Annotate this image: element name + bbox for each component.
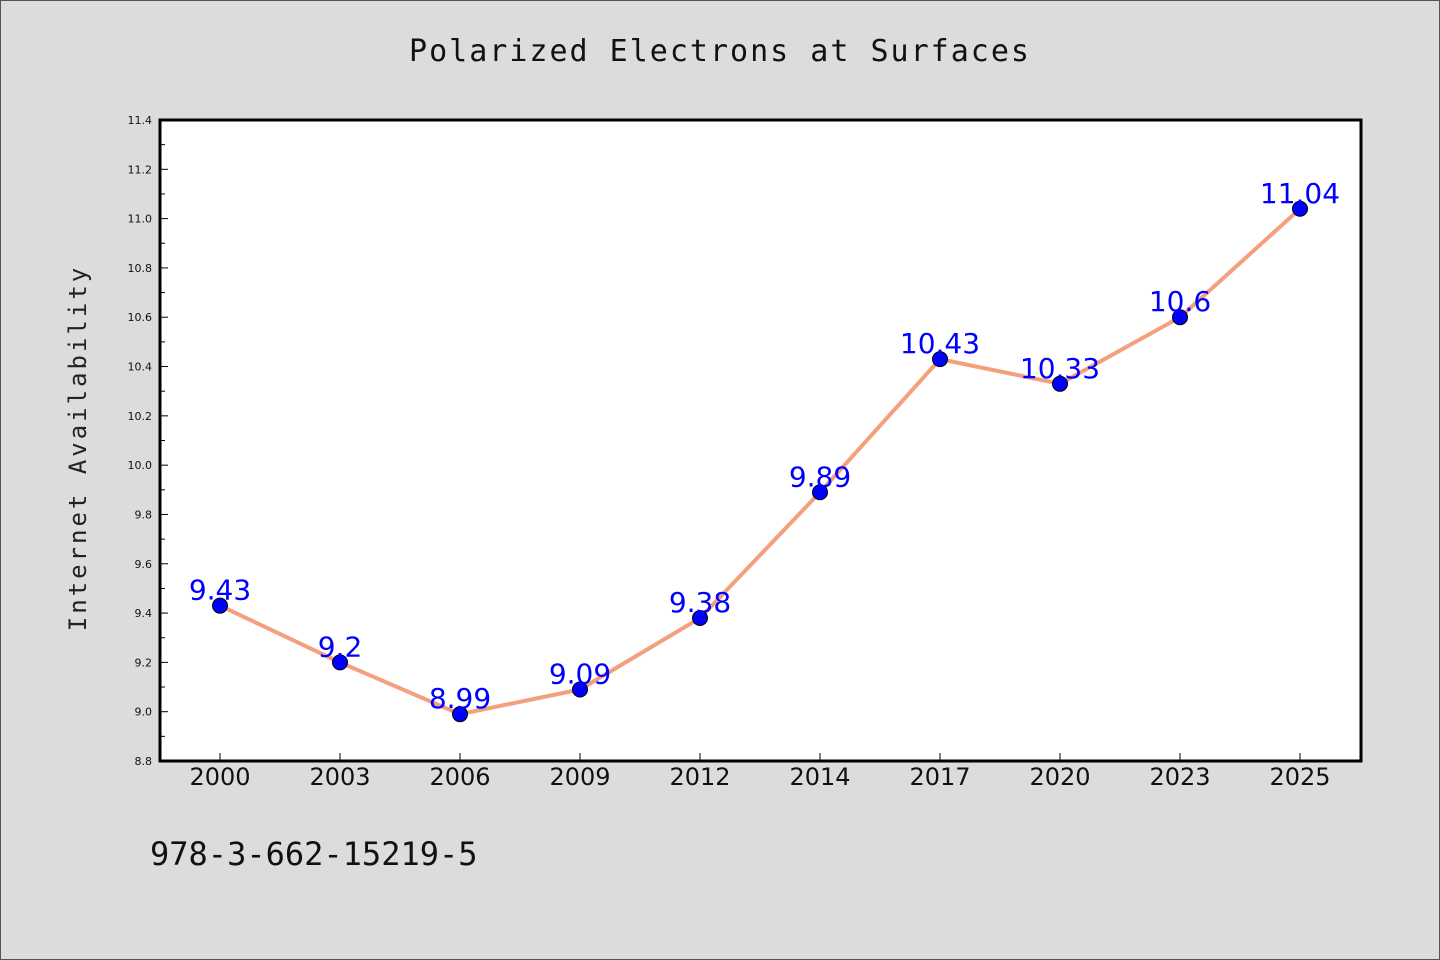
data-point [692,610,708,627]
data-label: 9.2 [318,630,363,663]
data-point [1292,200,1308,217]
data-point [812,484,828,501]
y-tick-label: 8.8 [135,755,153,768]
data-point [452,706,468,723]
x-tick-label: 2020 [1029,763,1090,791]
y-tick-label: 10.4 [128,361,153,374]
x-tick-label: 2000 [189,763,250,791]
data-label: 10.43 [900,327,980,360]
data-label: 9.38 [669,586,731,619]
data-point [1052,375,1068,392]
y-tick-label: 9.0 [135,706,153,719]
data-point [332,654,348,671]
data-label: 11.04 [1260,177,1340,210]
y-tick-label: 11.4 [128,114,153,127]
series-line [219,207,1302,717]
plot-area [158,118,1363,763]
y-tick-label: 10.8 [128,262,153,275]
data-label: 9.09 [549,658,611,691]
x-tick-label: 2003 [309,763,370,791]
y-tick-label: 10.6 [128,311,153,324]
x-tick-label: 2012 [669,763,730,791]
data-label: 10.33 [1020,352,1100,385]
y-tick-label: 11.2 [128,163,153,176]
data-label: 10.6 [1149,285,1211,318]
x-tick-label: 2023 [1149,763,1210,791]
y-tick-label: 10.2 [128,410,153,423]
data-label: 9.43 [189,574,251,607]
y-tick-label: 9.8 [135,508,153,521]
x-tick-label: 2006 [429,763,490,791]
y-tick-label: 9.2 [135,656,153,669]
x-tick-label: 2014 [789,763,850,791]
y-tick-label: 11.0 [128,213,153,226]
data-point [1172,309,1188,326]
x-tick-label: 2017 [909,763,970,791]
isbn-text: 978-3-662-15219-5 [150,835,478,873]
y-tick-label: 9.4 [135,607,153,620]
y-tick-label: 10.0 [128,459,153,472]
data-label: 8.99 [429,682,491,715]
data-point [932,351,948,368]
x-tick-label: 2009 [549,763,610,791]
chart-title: Polarized Electrons at Surfaces [409,34,1031,69]
x-tick-label: 2025 [1269,763,1330,791]
data-label: 9.89 [789,460,851,493]
data-point [572,681,588,698]
data-point [212,597,228,614]
y-tick-label: 9.6 [135,558,153,571]
